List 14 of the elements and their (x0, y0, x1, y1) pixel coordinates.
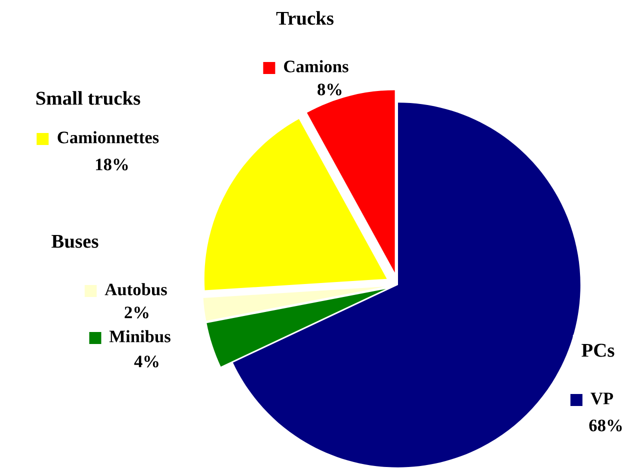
data-label: 4% (134, 356, 158, 368)
text: PCs (582, 344, 614, 357)
text: Buses (52, 234, 98, 248)
data-label: 2% (124, 306, 148, 318)
data-label: 68% (589, 420, 622, 432)
data-label: 18% (96, 158, 128, 170)
legend-label: Minibus (109, 330, 170, 342)
legend-label: Camions (284, 60, 348, 72)
text: Small trucks (36, 91, 140, 105)
text: Trucks (276, 11, 334, 25)
legend-label: Camionnettes (58, 131, 159, 144)
legend-label: Autobus (104, 283, 167, 296)
legend-label: VP (590, 392, 614, 404)
data-label: 8% (318, 84, 342, 96)
